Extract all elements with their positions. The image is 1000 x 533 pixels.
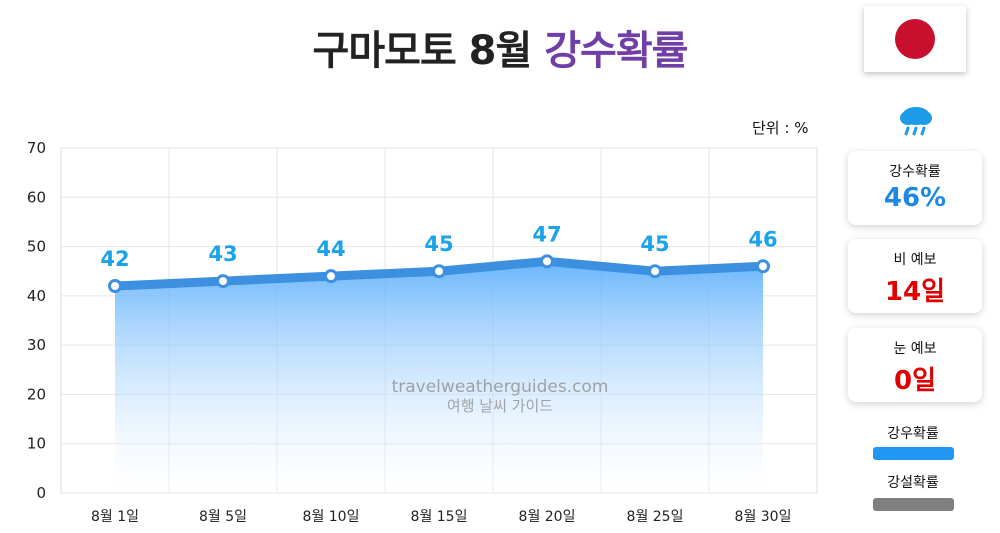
card-label: 눈 예보 — [893, 341, 937, 357]
x-tick-label: 8월 25일 — [627, 509, 684, 525]
card-value: 46% — [883, 183, 947, 213]
data-point — [540, 254, 554, 269]
rain-forecast-card: 비 예보 14일 — [848, 239, 982, 313]
rain-cloud-icon — [900, 107, 932, 136]
card-value: 0일 — [893, 366, 936, 396]
x-tick-label: 8월 5일 — [199, 509, 247, 525]
data-point — [756, 259, 770, 274]
data-label: 45 — [640, 232, 669, 256]
legend-swatch-snow — [873, 498, 954, 511]
x-tick-label: 8월 10일 — [303, 509, 360, 525]
title-main: 구마모토 8월 — [312, 28, 533, 74]
unit-label: 단위 : % — [752, 119, 809, 137]
data-label: 43 — [208, 242, 237, 266]
rain-area-fill — [115, 261, 763, 493]
y-tick-label: 30 — [27, 336, 46, 354]
data-label: 42 — [100, 247, 129, 271]
y-tick-label: 60 — [27, 188, 46, 206]
page-title: 구마모토 8월 강수확률 — [0, 18, 1000, 76]
x-tick-label: 8월 30일 — [735, 509, 792, 525]
x-tick-label: 8월 15일 — [411, 509, 468, 525]
y-tick-label: 10 — [27, 435, 46, 453]
data-label: 46 — [748, 227, 777, 251]
y-tick-label: 20 — [27, 385, 46, 403]
data-point — [216, 274, 230, 289]
legend-swatch-rain — [873, 447, 954, 460]
data-label: 47 — [532, 222, 561, 246]
legend-label-rain: 강우확률 — [887, 426, 939, 442]
data-point — [432, 264, 446, 279]
x-tick-label: 8월 20일 — [519, 509, 576, 525]
y-tick-label: 70 — [27, 139, 46, 157]
snow-forecast-card: 눈 예보 0일 — [848, 328, 982, 402]
watermark-subtitle: 여행 날씨 가이드 — [447, 397, 553, 415]
watermark-url: travelweatherguides.com — [392, 377, 609, 397]
y-tick-label: 40 — [27, 287, 46, 305]
y-tick-label: 0 — [36, 484, 46, 502]
rain-probability-card: 강수확률 46% — [848, 151, 982, 225]
data-label: 45 — [424, 232, 453, 256]
legend-label-snow: 강설확률 — [887, 475, 939, 491]
data-point — [648, 264, 662, 279]
flag-sun-icon — [895, 19, 935, 59]
data-label: 44 — [316, 237, 345, 261]
title-accent: 강수확률 — [544, 28, 688, 74]
card-value: 14일 — [884, 277, 946, 307]
y-tick-label: 50 — [27, 238, 46, 256]
japan-flag — [864, 6, 966, 72]
data-point — [324, 269, 338, 284]
data-point — [108, 279, 122, 293]
card-label: 비 예보 — [893, 252, 937, 268]
x-tick-label: 8월 1일 — [91, 509, 139, 525]
precipitation-chart: travelweatherguides.com 여행 날씨 가이드 42 43 44… — [27, 139, 818, 525]
card-label: 강수확률 — [889, 164, 941, 180]
